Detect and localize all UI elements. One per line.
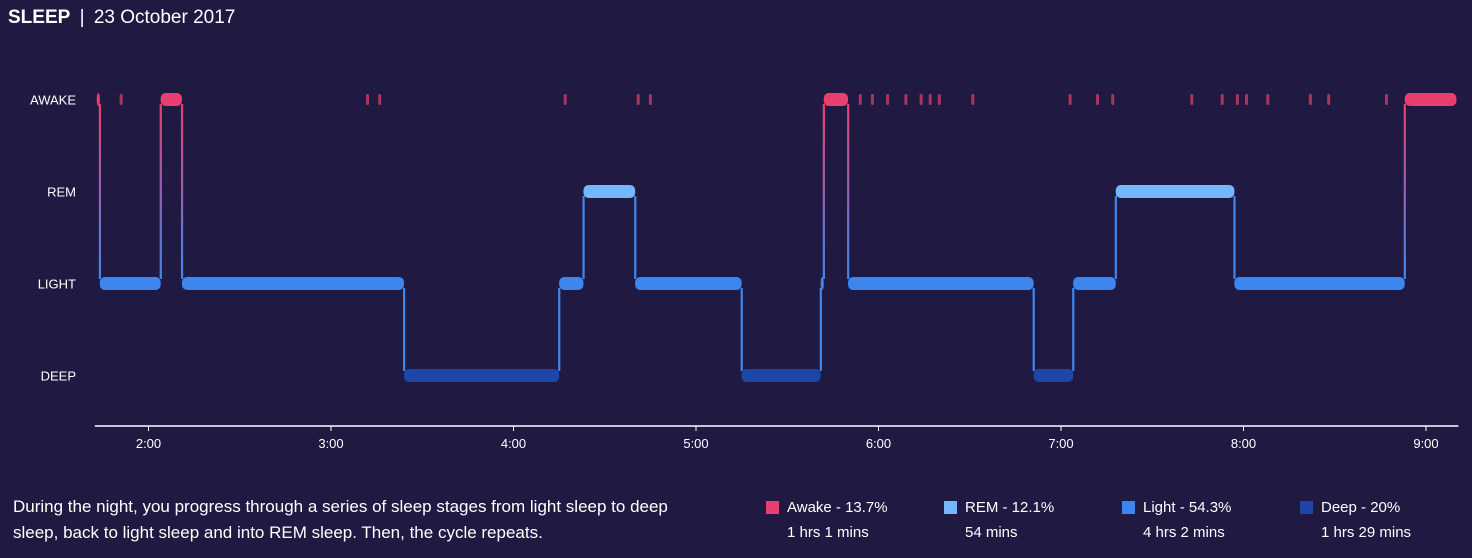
title-separator: | — [79, 7, 85, 28]
stage-transition — [1072, 288, 1075, 371]
x-tick-label: 4:00 — [501, 436, 526, 451]
y-label-deep: DEEP — [41, 369, 76, 384]
segment-awake — [1404, 93, 1457, 106]
brief-awakening-mark — [1308, 94, 1312, 105]
stage-transition — [558, 288, 561, 371]
segment-awake — [160, 93, 182, 106]
segment-light — [848, 277, 1034, 290]
segment-light — [181, 277, 404, 290]
chart-header: SLEEP | 23 October 2017 — [8, 7, 235, 29]
segment-awake — [823, 93, 849, 106]
legend-label-light: Light - 54.3% — [1143, 498, 1232, 516]
y-label-awake: AWAKE — [30, 93, 76, 108]
x-tick-label: 3:00 — [318, 436, 343, 451]
stage-transition — [634, 196, 637, 279]
stage-transition — [403, 288, 406, 371]
brief-awakening-mark — [858, 94, 862, 105]
segment-rem — [1115, 185, 1235, 198]
brief-awakening-mark — [1384, 94, 1388, 105]
y-label-light: LIGHT — [38, 277, 76, 292]
stage-transition — [847, 104, 850, 279]
stage-transition — [1233, 196, 1236, 279]
legend-swatch-deep — [1300, 500, 1313, 514]
x-tick-label: 2:00 — [136, 436, 161, 451]
legend-item-deep: Deep - 20% 1 hrs 29 mins — [1300, 497, 1411, 541]
legend-duration-deep: 1 hrs 29 mins — [1321, 524, 1412, 541]
stage-transition — [740, 288, 743, 371]
brief-awakening-mark — [919, 94, 923, 105]
brief-awakening-mark — [1327, 94, 1331, 105]
brief-awakening-mark — [971, 94, 975, 105]
stage-transition — [582, 196, 585, 279]
legend-label-awake: Awake - 13.7% — [787, 498, 888, 516]
brief-awakening-mark — [1096, 94, 1099, 105]
sleep-description: During the night, you progress through a… — [13, 497, 668, 542]
x-tick-label: 5:00 — [683, 436, 708, 451]
segment-light — [635, 277, 742, 290]
stage-transition — [98, 104, 102, 279]
brief-awakening-mark — [904, 94, 908, 105]
brief-awakening-mark — [1111, 94, 1115, 105]
brief-awakening-mark — [1068, 94, 1072, 105]
stage-transition — [1114, 196, 1117, 279]
legend-item-rem: REM - 12.1% 54 mins — [944, 497, 1054, 541]
x-tick-label: 8:00 — [1231, 436, 1256, 451]
legend-duration-rem: 54 mins — [965, 524, 1018, 541]
brief-awakening-mark — [1245, 94, 1249, 105]
segment-deep — [404, 369, 560, 382]
stage-transition — [1403, 104, 1406, 279]
brief-awakening-mark — [1190, 94, 1194, 105]
stage-transition — [822, 104, 825, 279]
brief-awakening-mark — [937, 94, 941, 105]
y-label-rem: REM — [47, 185, 76, 200]
brief-awakening-mark — [928, 94, 932, 105]
brief-awakening-mark — [886, 94, 890, 105]
legend-item-light: Light - 54.3% 4 hrs 2 mins — [1122, 497, 1231, 541]
legend-duration-light: 4 hrs 2 mins — [1143, 524, 1225, 541]
brief-awakening-mark — [119, 94, 123, 105]
stage-transition — [159, 104, 162, 279]
stage-transition — [819, 288, 822, 371]
segment-light — [559, 277, 584, 290]
brief-awakening-mark — [1235, 94, 1239, 105]
brief-awakening-mark — [378, 94, 382, 105]
brief-awakening-mark — [648, 94, 652, 105]
brief-awakening-mark — [366, 94, 369, 105]
legend-swatch-awake — [766, 500, 779, 514]
segment-light — [1073, 277, 1116, 290]
x-tick-label: 7:00 — [1048, 436, 1073, 451]
stage-transition — [180, 104, 184, 279]
legend-swatch-light — [1122, 500, 1135, 514]
legend-duration-awake: 1 hrs 1 mins — [787, 524, 869, 541]
brief-awakening-mark — [636, 94, 640, 105]
brief-awakening-mark — [1220, 94, 1224, 105]
date-label: 23 October 2017 — [93, 7, 236, 28]
segment-light — [1234, 277, 1405, 290]
brief-awakening-mark — [870, 94, 874, 105]
segment-rem — [583, 185, 636, 198]
segment-awake — [96, 93, 100, 106]
x-tick-label: 9:00 — [1413, 436, 1438, 451]
legend-swatch-rem — [944, 500, 957, 514]
segment-deep — [1033, 369, 1074, 382]
legend-label-deep: Deep - 20% — [1321, 498, 1401, 516]
brief-awakening-mark — [563, 94, 567, 105]
stage-transition — [1032, 288, 1035, 371]
legend-item-awake: Awake - 13.7% 1 hrs 1 mins — [766, 497, 888, 541]
sleep-stage-chart: AWAKE REM LIGHT DEEP 2:00 3:00 4:00 5:00 6:00 7:0… — [30, 93, 1459, 451]
segment-light — [99, 277, 161, 290]
x-tick-label: 6:00 — [866, 436, 891, 451]
segment-deep — [741, 369, 821, 382]
segment-light — [820, 277, 824, 290]
page-title: SLEEP — [8, 7, 71, 28]
legend-label-rem: REM - 12.1% — [965, 498, 1055, 516]
brief-awakening-mark — [1266, 94, 1270, 105]
